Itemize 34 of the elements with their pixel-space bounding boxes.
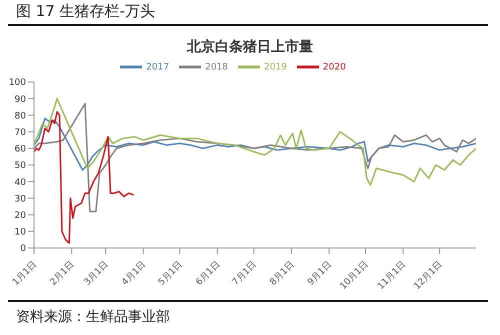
- text: 资料来源：生鲜品事业部: [16, 308, 170, 326]
- chart-subtitle: 北京白条猪日上市量: [186, 38, 314, 56]
- x-tick-label: 10月1日: [338, 260, 370, 292]
- legend-label: 2019: [264, 62, 287, 72]
- x-tick-label: 3月1日: [82, 260, 111, 288]
- y-tick-label: 80: [14, 111, 26, 122]
- y-tick-label: 60: [14, 144, 26, 155]
- y-tick-label: 0: [20, 244, 26, 254]
- x-tick-label: 1月1日: [11, 260, 39, 288]
- x-tick-label: 4月1日: [120, 260, 148, 288]
- y-tick-label: 40: [14, 178, 26, 188]
- x-tick-label: 7月1日: [230, 260, 259, 288]
- line-series: [34, 118, 476, 171]
- x-tick-label: 8月1日: [268, 260, 296, 288]
- x-tick-label: 9月1日: [306, 260, 334, 288]
- line-series: [34, 102, 476, 212]
- y-tick-label: 30: [14, 194, 26, 204]
- legend-label: 2020: [322, 62, 346, 72]
- y-tick-label: 100: [8, 78, 26, 88]
- x-tick-label: 11月1日: [376, 260, 408, 292]
- y-tick-label: 20: [14, 210, 26, 221]
- x-tick-label: 2月1日: [48, 260, 77, 288]
- line-series: [34, 111, 134, 244]
- legend-label: 2017: [146, 62, 170, 72]
- y-tick-label: 10: [14, 228, 26, 238]
- x-tick-label: 6月1日: [194, 260, 222, 288]
- x-tick-label: 12月1日: [412, 260, 445, 292]
- chart-title: 图 17 生猪存栏-万头: [16, 2, 156, 21]
- y-tick-label: 70: [14, 128, 26, 138]
- x-tick-label: 5月1日: [156, 260, 185, 288]
- line-series: [34, 98, 476, 186]
- legend-label: 2018: [205, 62, 228, 72]
- y-tick-label: 50: [14, 161, 26, 172]
- y-tick-label: 90: [14, 94, 26, 105]
